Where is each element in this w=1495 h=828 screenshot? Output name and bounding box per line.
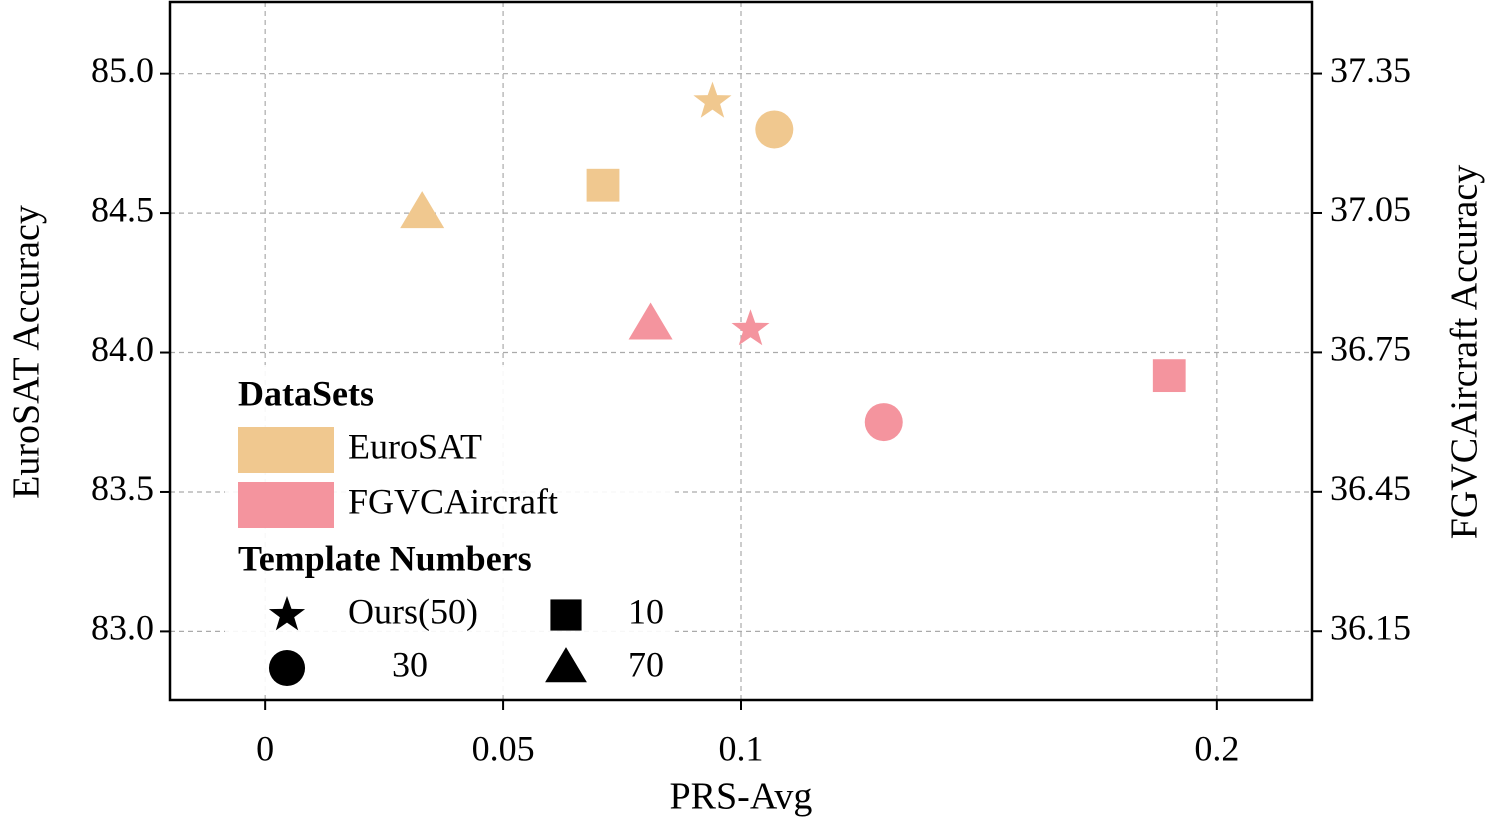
plot-frame	[168, 0, 1314, 702]
legend-marker	[550, 599, 582, 631]
point	[586, 168, 620, 202]
legend-title: Template Numbers	[238, 538, 532, 578]
legend-swatch	[238, 427, 334, 473]
x-tick-label: 0.2	[1194, 728, 1239, 768]
y-tick-label: 83.0	[91, 608, 154, 648]
y2-tick-label: 37.05	[1330, 189, 1411, 229]
legend-title: DataSets	[238, 373, 374, 413]
x-tick-label: 0	[256, 728, 274, 768]
legend-label: Ours(50)	[348, 591, 478, 631]
x-tick-label: 0.05	[472, 728, 535, 768]
y-tick-label: 83.5	[91, 468, 154, 508]
y-axis-label: EuroSAT Accuracy	[6, 205, 48, 499]
point	[731, 309, 770, 346]
point	[400, 191, 445, 229]
y-tick-label: 84.5	[91, 189, 154, 229]
y2-tick-label: 36.15	[1330, 607, 1411, 647]
y-tick-label: 85.0	[91, 50, 154, 90]
legend-label: FGVCAircraft	[348, 481, 558, 521]
legend-label: EuroSAT	[348, 426, 482, 466]
legend-box	[225, 365, 675, 695]
y2-axis-label: FGVCAircraft Accuracy	[1444, 165, 1486, 540]
legend-label: 30	[392, 644, 428, 684]
y2-tick-label: 36.75	[1330, 329, 1411, 369]
legend-label: 70	[628, 644, 664, 684]
y2-tick-label: 36.45	[1330, 468, 1411, 508]
point	[693, 81, 732, 118]
legend-swatch	[238, 482, 334, 528]
point	[628, 302, 673, 340]
x-axis-label: PRS-Avg	[670, 776, 813, 818]
legend-marker	[545, 647, 587, 683]
point	[755, 110, 794, 149]
point	[864, 403, 903, 442]
y2-tick-label: 37.35	[1330, 50, 1411, 90]
legend-marker	[268, 649, 306, 687]
x-tick-label: 0.1	[719, 728, 764, 768]
legend-label: 10	[628, 591, 664, 631]
legend-marker	[268, 596, 306, 631]
point	[1152, 359, 1186, 393]
y-tick-label: 84.0	[91, 329, 154, 369]
